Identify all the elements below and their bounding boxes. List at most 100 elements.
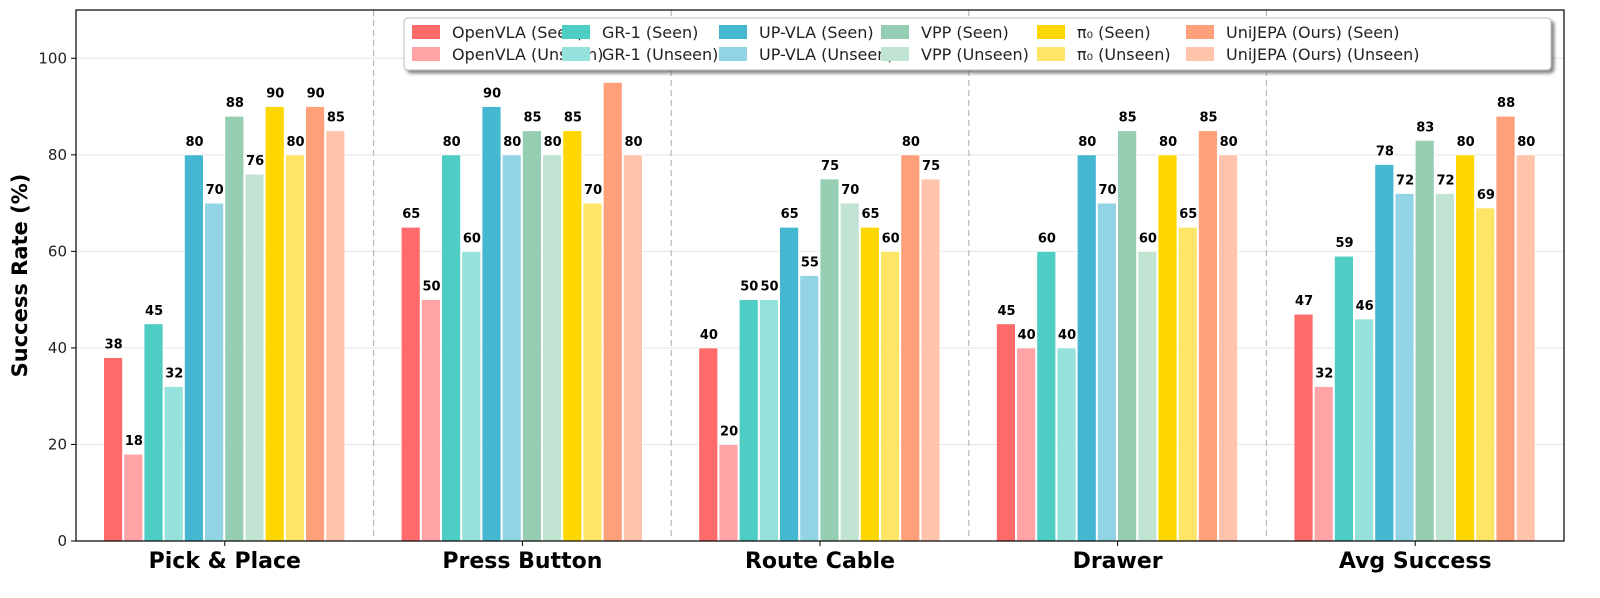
- bar-value-label: 60: [1038, 231, 1056, 246]
- bar-value-label: 70: [584, 183, 602, 198]
- bar-value-label: 85: [327, 111, 345, 126]
- y-tick-label: 100: [38, 49, 67, 67]
- y-tick-label: 20: [48, 435, 67, 453]
- bar-value-label: 83: [1416, 120, 1434, 135]
- bar-value-label: 80: [1078, 135, 1096, 150]
- group-separators: [373, 10, 1268, 541]
- bar-value-label: 69: [1477, 188, 1495, 203]
- y-tick-label: 40: [48, 339, 67, 357]
- legend-entry-label: VPP (Seen): [921, 23, 1009, 42]
- bar: [779, 226, 799, 542]
- bar-value-label: 80: [443, 135, 461, 150]
- bar: [718, 444, 739, 542]
- bar: [1198, 130, 1218, 542]
- bar: [264, 106, 285, 542]
- legend-entry-label: UP-VLA (Unseen): [759, 45, 894, 64]
- bar-value-label: 46: [1356, 299, 1374, 314]
- legend-swatch: [1037, 47, 1065, 61]
- bar-value-label: 80: [185, 135, 203, 150]
- bar: [1414, 139, 1435, 542]
- bar: [1097, 202, 1117, 542]
- legend-swatch: [1037, 25, 1065, 39]
- bar-value-label: 70: [1098, 183, 1116, 198]
- bar: [819, 178, 840, 542]
- bar-value-label: 80: [544, 135, 562, 150]
- bar: [1056, 347, 1077, 542]
- bar-value-label: 18: [125, 434, 143, 449]
- bar-value-label: 80: [1220, 135, 1238, 150]
- bar-value-label: 60: [1139, 231, 1157, 246]
- legend-swatch: [1186, 47, 1214, 61]
- bar-value-label: 50: [760, 280, 778, 295]
- bar-value-label: 75: [922, 159, 940, 174]
- bar: [1076, 154, 1097, 542]
- bar: [562, 130, 583, 542]
- legend-swatch: [881, 25, 909, 39]
- bar-value-label: 40: [1058, 328, 1076, 343]
- plot-frame: [75, 9, 1565, 542]
- legend-box: [403, 17, 1552, 71]
- bar-value-label: 90: [307, 87, 325, 102]
- legend: OpenVLA (Seen)OpenVLA (Unseen)GR-1 (Seen…: [403, 17, 1552, 71]
- x-category-label: Press Button: [442, 549, 602, 574]
- bar-value-label: 65: [861, 207, 879, 222]
- legend-entry-label: UP-VLA (Seen): [759, 23, 874, 42]
- bar: [204, 202, 225, 542]
- bar-value-label: 76: [246, 154, 264, 169]
- x-category-label: Route Cable: [745, 549, 895, 574]
- bar-value-label: 47: [1295, 294, 1313, 309]
- bar-value-label: 88: [1497, 96, 1515, 111]
- legend-entry-label: GR-1 (Seen): [602, 23, 698, 42]
- bar: [1016, 347, 1036, 542]
- bar: [839, 202, 860, 542]
- bar: [501, 154, 522, 542]
- legend-entry-label: UniJEPA (Ours) (Seen): [1226, 23, 1399, 42]
- y-axis-label: Success Rate (%): [8, 174, 32, 378]
- bar: [1374, 164, 1395, 542]
- legend-swatch: [562, 47, 590, 61]
- bar: [1218, 154, 1238, 542]
- bar-value-label: 80: [1457, 135, 1475, 150]
- bar-value-label: 78: [1376, 144, 1394, 159]
- x-category-label: Drawer: [1073, 549, 1163, 574]
- bar-value-label: 80: [902, 135, 920, 150]
- x-category-label: Avg Success: [1339, 549, 1492, 574]
- bar-value-label: 55: [801, 256, 819, 271]
- bar-value-label: 80: [1517, 135, 1535, 150]
- bar-value-label: 85: [1199, 111, 1217, 126]
- bar-value-label: 60: [882, 231, 900, 246]
- bar-value-label: 59: [1335, 236, 1353, 251]
- bar-labels: 3818453280708876908090856550806090808580…: [105, 87, 1536, 450]
- axes: 0 20 40 60 80 100 Pick & Place Press Button Rout…: [8, 9, 1565, 574]
- bar: [582, 202, 603, 542]
- bar: [244, 173, 265, 542]
- bar: [1495, 115, 1516, 542]
- bar: [400, 226, 421, 542]
- bar: [880, 250, 900, 542]
- bar-value-label: 65: [781, 207, 799, 222]
- bar: [1313, 386, 1334, 542]
- bar-value-label: 60: [463, 231, 481, 246]
- bar: [305, 106, 326, 542]
- bar-value-label: 70: [206, 183, 224, 198]
- bar: [623, 154, 643, 542]
- legend-swatch: [1186, 25, 1214, 39]
- bar: [1455, 154, 1475, 542]
- legend-swatch: [719, 47, 747, 61]
- bar-value-label: 85: [1119, 111, 1137, 126]
- bar: [420, 299, 441, 542]
- bar: [522, 130, 542, 542]
- bar: [1137, 250, 1158, 542]
- y-tick-label: 0: [57, 532, 67, 550]
- legend-swatch: [562, 25, 590, 39]
- bar-value-label: 50: [422, 280, 440, 295]
- bar: [860, 226, 880, 542]
- bar-value-label: 72: [1436, 173, 1454, 188]
- bar-value-label: 65: [1179, 207, 1197, 222]
- legend-entry-label: UniJEPA (Ours) (Unseen): [1226, 45, 1420, 64]
- bar: [163, 386, 184, 542]
- bar: [1475, 207, 1496, 542]
- bar: [325, 130, 346, 542]
